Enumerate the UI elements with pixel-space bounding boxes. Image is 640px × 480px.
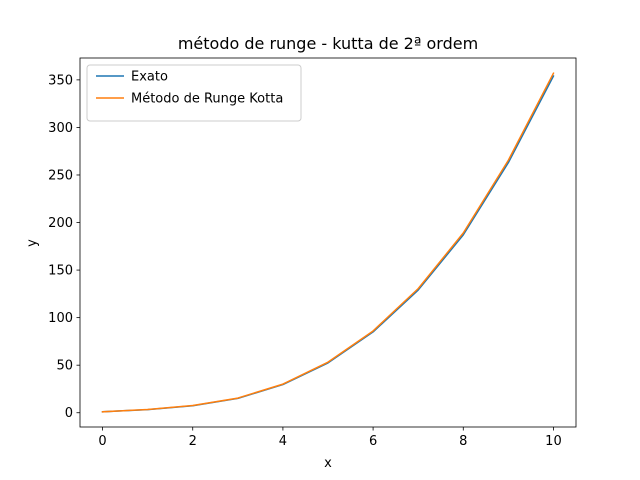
- x-tick-label: 8: [459, 434, 467, 449]
- legend-label-1: Exato: [131, 70, 168, 85]
- y-tick-label: 0: [65, 406, 73, 421]
- y-tick-label: 350: [48, 73, 73, 88]
- x-tick-label: 10: [545, 434, 562, 449]
- x-tick-label: 2: [189, 434, 197, 449]
- series-line-2: [101, 72, 555, 413]
- y-tick-label: 300: [48, 121, 73, 136]
- chart-title: método de runge - kutta de 2ª ordem: [178, 34, 478, 53]
- y-axis-label: y: [25, 239, 40, 247]
- y-tick-label: 50: [56, 359, 73, 374]
- y-tick-label: 200: [48, 216, 73, 231]
- legend-box: [86, 64, 302, 122]
- axes-frame: [79, 57, 577, 428]
- y-tick-label: 100: [48, 311, 73, 326]
- x-tick-label: 4: [279, 434, 287, 449]
- y-tick-label: 250: [48, 168, 73, 183]
- x-tick-label: 0: [98, 434, 106, 449]
- x-axis-label: x: [324, 456, 332, 471]
- x-tick-label: 6: [369, 434, 377, 449]
- legend-label-2: Método de Runge Kotta: [131, 92, 283, 107]
- y-tick-label: 150: [48, 264, 73, 279]
- legend: Exato Método de Runge Kotta: [86, 64, 302, 122]
